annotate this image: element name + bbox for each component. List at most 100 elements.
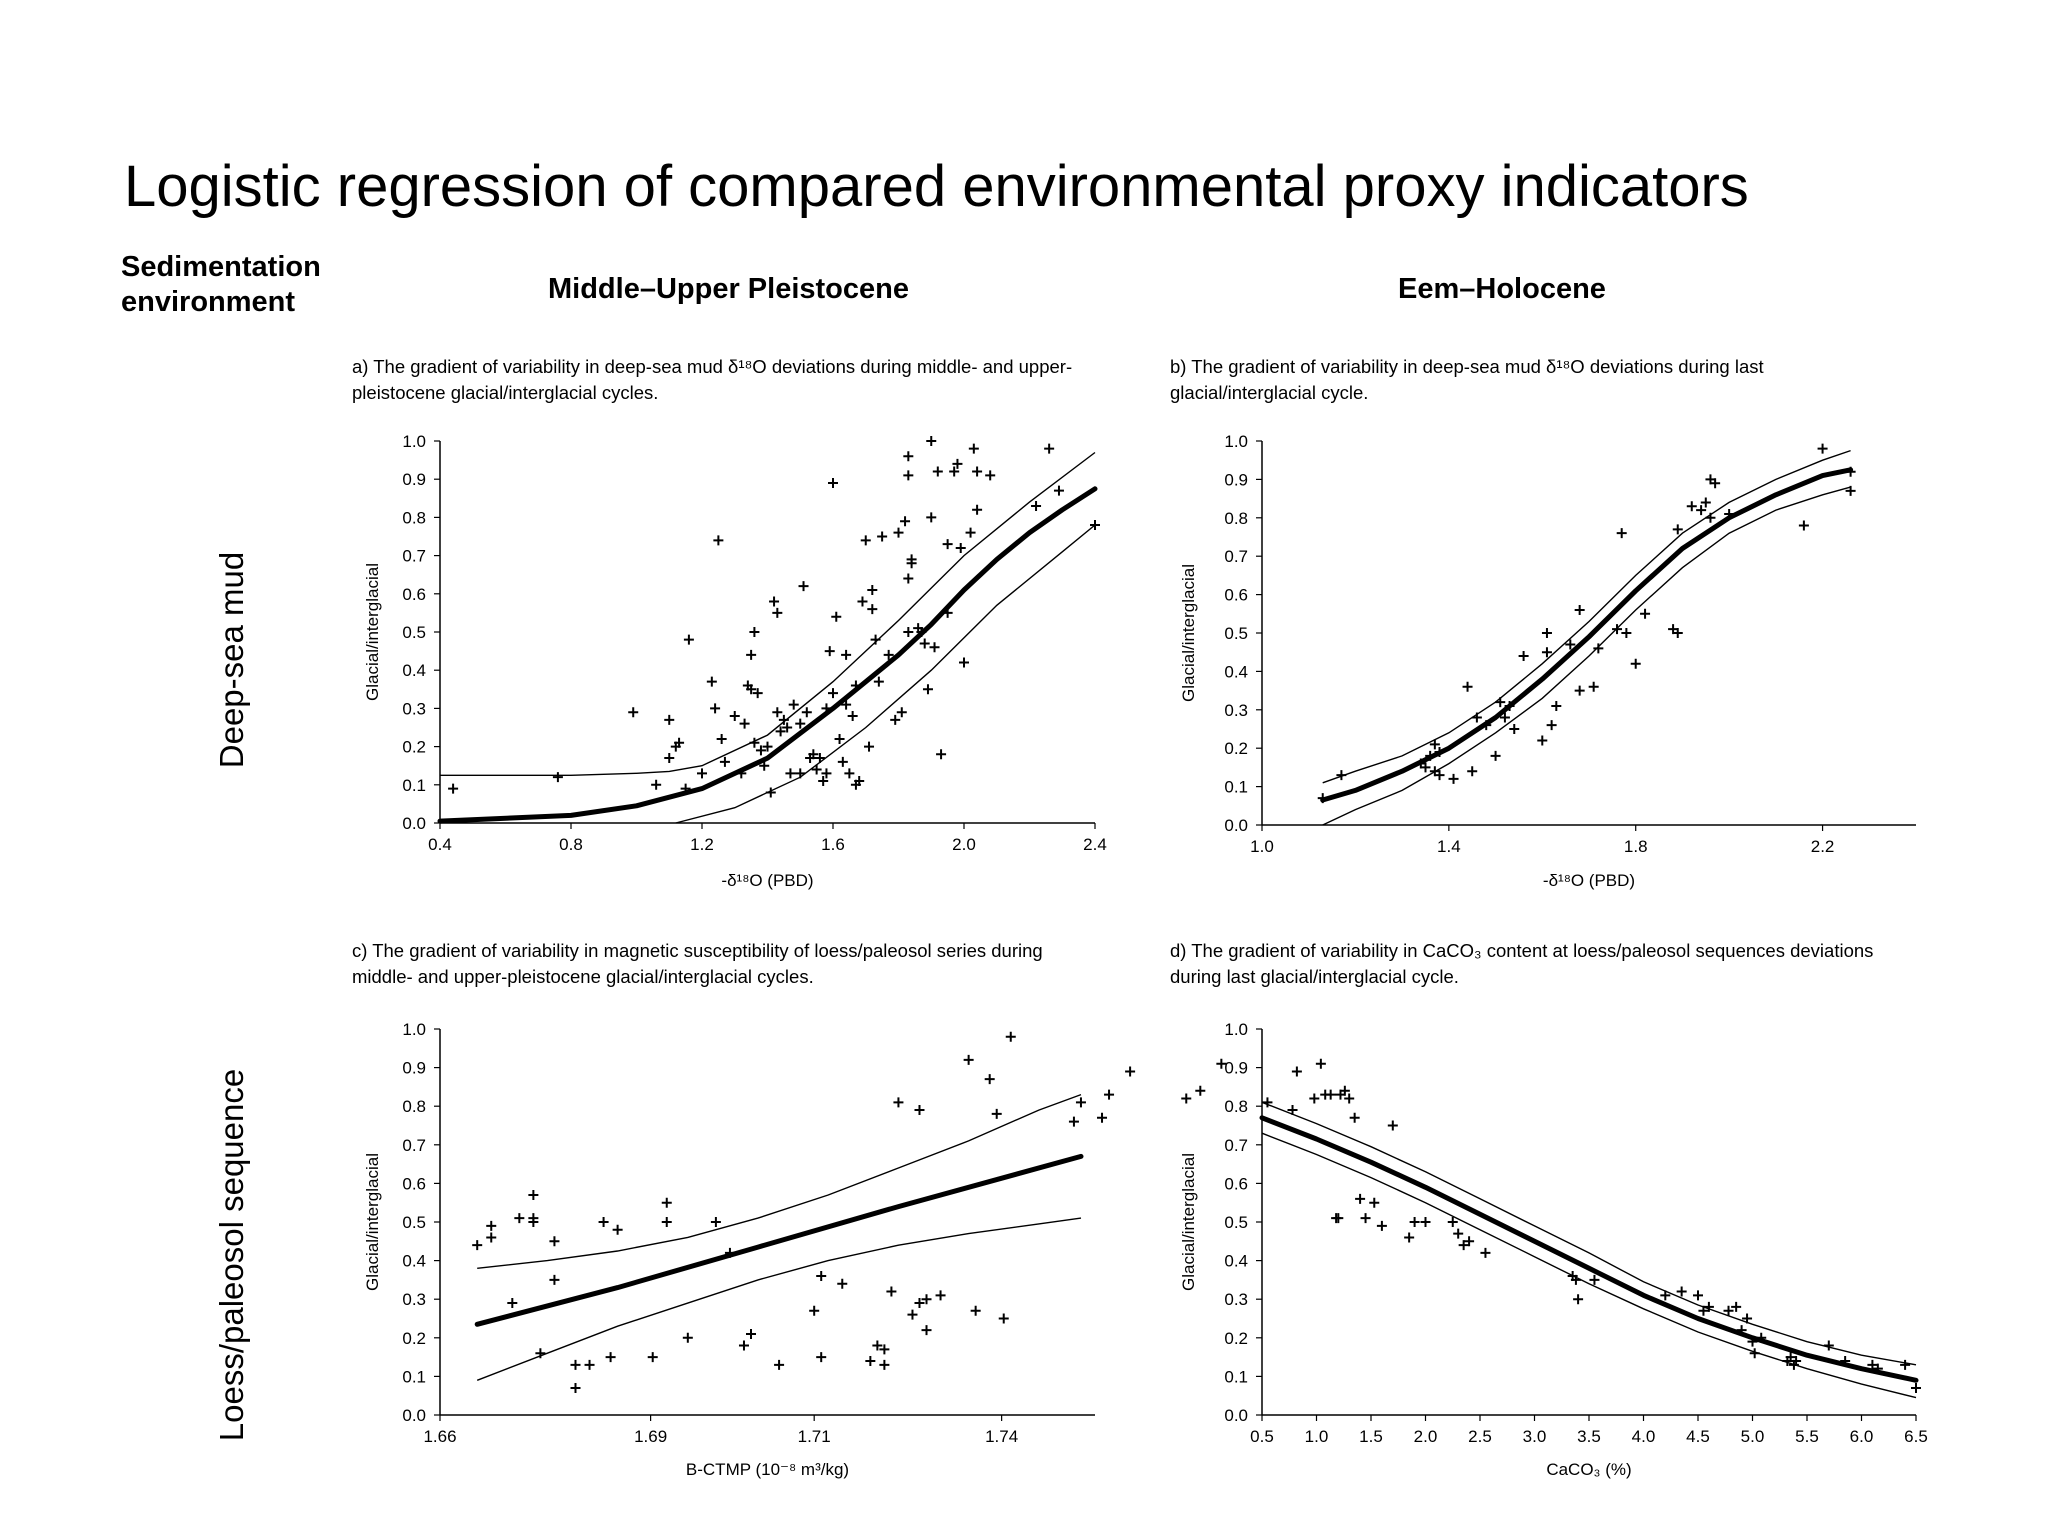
caption-d-line-2: during last glacial/interglacial cycle. — [1170, 966, 1459, 988]
data-point — [1315, 1058, 1326, 1069]
data-point — [972, 466, 983, 477]
y-tick-label: 0.3 — [402, 699, 426, 718]
y-tick-label: 0.3 — [1224, 701, 1248, 720]
data-point — [762, 741, 773, 752]
data-point — [963, 1054, 974, 1065]
data-point — [769, 596, 780, 607]
logistic-fit-line — [1259, 1115, 1919, 1383]
data-point — [824, 646, 835, 657]
data-point — [651, 779, 662, 790]
y-tick-label: 0.5 — [402, 1213, 426, 1232]
data-point — [628, 707, 639, 718]
column-header-holocene: Eem–Holocene — [1398, 273, 1606, 305]
data-point — [886, 1286, 897, 1297]
data-point — [1696, 505, 1707, 516]
data-point — [1425, 750, 1436, 761]
data-point — [782, 722, 793, 733]
data-point — [903, 470, 914, 481]
data-point — [706, 676, 717, 687]
data-point — [612, 1224, 623, 1235]
data-point — [664, 753, 675, 764]
data-point — [1031, 500, 1042, 511]
panel-b-chart: 0.0 0.1 0.2 0.3 0.4 0.5 0.6 0.7 0.8 0.9 1.0 1.0 1.4 1… — [1179, 432, 1916, 890]
logistic-fit-line — [474, 1153, 1084, 1327]
data-point — [879, 1359, 890, 1370]
y-tick-label: 0.0 — [402, 814, 426, 833]
data-point — [1097, 1112, 1108, 1123]
data-point — [570, 1359, 581, 1370]
data-point — [1551, 700, 1562, 711]
data-point — [998, 1313, 1009, 1324]
data-point — [1621, 628, 1632, 638]
caption-c-line-2: middle- and upper-pleistocene glacial/in… — [352, 966, 814, 988]
data-point — [926, 512, 937, 523]
x-tick-label: 1.5 — [1359, 1427, 1383, 1446]
data-point — [1387, 1120, 1398, 1131]
data-point — [942, 607, 953, 618]
y-tick-label: 0.0 — [1224, 1406, 1248, 1425]
data-point — [605, 1352, 616, 1363]
data-point — [1467, 766, 1478, 777]
data-point — [1216, 1058, 1227, 1069]
data-point — [1325, 1089, 1336, 1100]
data-point — [724, 1247, 735, 1258]
data-point — [661, 1197, 672, 1208]
data-point — [713, 535, 724, 546]
lower-confidence-line — [1261, 1132, 1917, 1399]
x-tick-label: 1.6 — [821, 835, 845, 854]
data-point — [1541, 647, 1552, 658]
data-point — [1660, 1290, 1671, 1301]
data-point — [811, 764, 822, 775]
data-point — [680, 783, 691, 794]
y-tick-label: 0.0 — [402, 1406, 426, 1425]
data-point — [1867, 1359, 1878, 1370]
data-point — [916, 627, 927, 637]
data-point — [778, 714, 789, 725]
data-point — [818, 775, 829, 786]
data-point — [1434, 770, 1445, 781]
x-tick-label: 1.71 — [798, 1427, 831, 1446]
data-point — [528, 1217, 539, 1227]
data-point — [844, 768, 855, 779]
data-point — [719, 756, 730, 767]
x-tick-label: 3.0 — [1523, 1427, 1547, 1446]
data-point — [854, 775, 865, 786]
x-tick-label: 2.4 — [1083, 835, 1107, 854]
data-point — [914, 1298, 925, 1309]
data-point — [984, 1074, 995, 1085]
data-point — [1471, 712, 1482, 723]
y-tick-label: 0.1 — [402, 1367, 426, 1386]
data-point — [873, 676, 884, 687]
data-point — [486, 1220, 497, 1231]
data-point — [1499, 712, 1510, 723]
data-point — [1333, 1213, 1344, 1224]
data-point — [952, 458, 963, 469]
data-point — [1490, 750, 1501, 761]
data-point — [765, 787, 776, 798]
data-point — [1724, 508, 1735, 519]
logistic-fit-line — [437, 486, 1098, 824]
y-tick-label: 0.6 — [1224, 586, 1248, 605]
data-point — [831, 611, 842, 622]
data-point — [841, 699, 852, 710]
data-point — [1546, 720, 1557, 731]
data-point — [549, 1274, 560, 1285]
column-header-pleistocene: Middle–Upper Pleistocene — [548, 273, 909, 305]
data-point — [821, 768, 832, 779]
y-tick-label: 0.1 — [1224, 778, 1248, 797]
upper-confidence-line — [440, 451, 1096, 776]
data-point — [1044, 443, 1055, 454]
upper-confidence-line — [1322, 449, 1851, 784]
x-tick-label: 6.0 — [1850, 1427, 1874, 1446]
data-point — [965, 527, 976, 538]
data-point — [1317, 793, 1328, 804]
data-point — [865, 1355, 876, 1366]
logistic-fit-line — [1320, 467, 1854, 803]
y-tick-label: 0.8 — [402, 1097, 426, 1116]
y-tick-label: 0.7 — [1224, 1136, 1248, 1155]
y-tick-label: 0.9 — [402, 470, 426, 489]
data-point — [486, 1232, 497, 1243]
data-point — [552, 772, 563, 783]
y-tick-label: 0.5 — [402, 623, 426, 642]
data-point — [972, 504, 983, 515]
